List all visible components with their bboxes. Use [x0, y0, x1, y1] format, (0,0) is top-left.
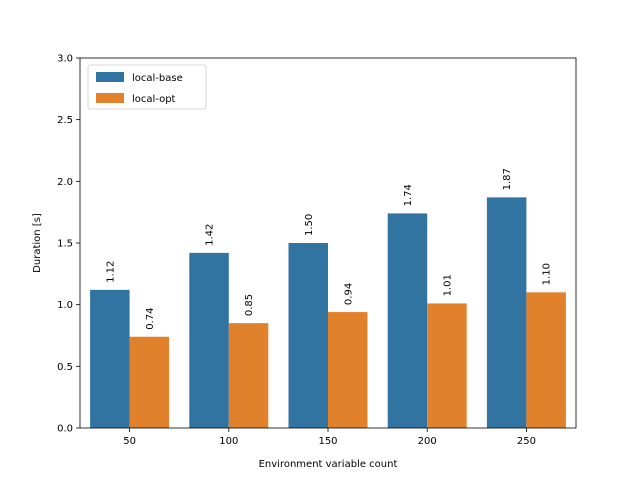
y-tick-label: 2.0 [57, 177, 73, 188]
bar-value-label: 1.50 [304, 214, 315, 236]
bar-local-opt-200 [427, 303, 467, 428]
y-tick-label: 0.0 [57, 424, 73, 435]
bar-value-label: 1.74 [403, 184, 414, 206]
bar-value-label: 0.85 [244, 294, 255, 316]
y-tick-label: 1.0 [57, 300, 73, 311]
legend: local-base local-opt [87, 64, 207, 110]
bar-local-opt-100 [228, 323, 269, 428]
x-axis: 50 100 150 200 250 [123, 428, 536, 447]
bar-local-base-200 [387, 213, 428, 428]
x-tick-label: 100 [219, 436, 238, 447]
legend-label-local-opt: local-opt [132, 94, 176, 105]
bar-value-label: 1.12 [105, 261, 116, 283]
x-tick-label: 200 [418, 436, 437, 447]
bar-value-label: 1.10 [542, 263, 553, 285]
bar-local-base-150 [288, 243, 328, 428]
bar-local-base-50 [90, 289, 130, 428]
bars-layer [90, 197, 566, 428]
bar-local-base-100 [189, 252, 229, 428]
y-axis: 0.0 0.5 1.0 1.5 2.0 2.5 3.0 [57, 54, 80, 435]
bar-value-label: 1.42 [205, 224, 216, 246]
y-axis-label: Duration [s] [32, 213, 43, 273]
bar-local-base-250 [486, 197, 527, 428]
bar-value-label: 1.01 [442, 274, 453, 296]
bar-value-label: 0.74 [145, 307, 156, 329]
x-axis-label: Environment variable count [259, 459, 398, 470]
bar-local-opt-150 [328, 312, 368, 428]
bar-value-label: 0.94 [343, 283, 354, 305]
bar-labels-layer: 1.12 0.74 1.42 0.85 1.50 0.94 1.74 1.01 1.87 1.10 [105, 168, 552, 330]
bar-local-opt-50 [129, 336, 170, 428]
bar-local-opt-250 [526, 292, 566, 428]
legend-swatch-local-base [96, 72, 124, 82]
y-tick-label: 0.5 [57, 362, 73, 373]
y-tick-label: 1.5 [57, 239, 73, 250]
plot-frame [79, 57, 577, 429]
y-tick-label: 3.0 [57, 54, 73, 65]
bar-value-label: 1.87 [502, 168, 513, 190]
y-tick-label: 2.5 [57, 115, 73, 126]
x-tick-label: 50 [123, 436, 136, 447]
x-tick-label: 250 [517, 436, 536, 447]
legend-label-local-base: local-base [132, 73, 183, 84]
legend-swatch-local-opt [96, 93, 124, 103]
x-tick-label: 150 [318, 436, 337, 447]
